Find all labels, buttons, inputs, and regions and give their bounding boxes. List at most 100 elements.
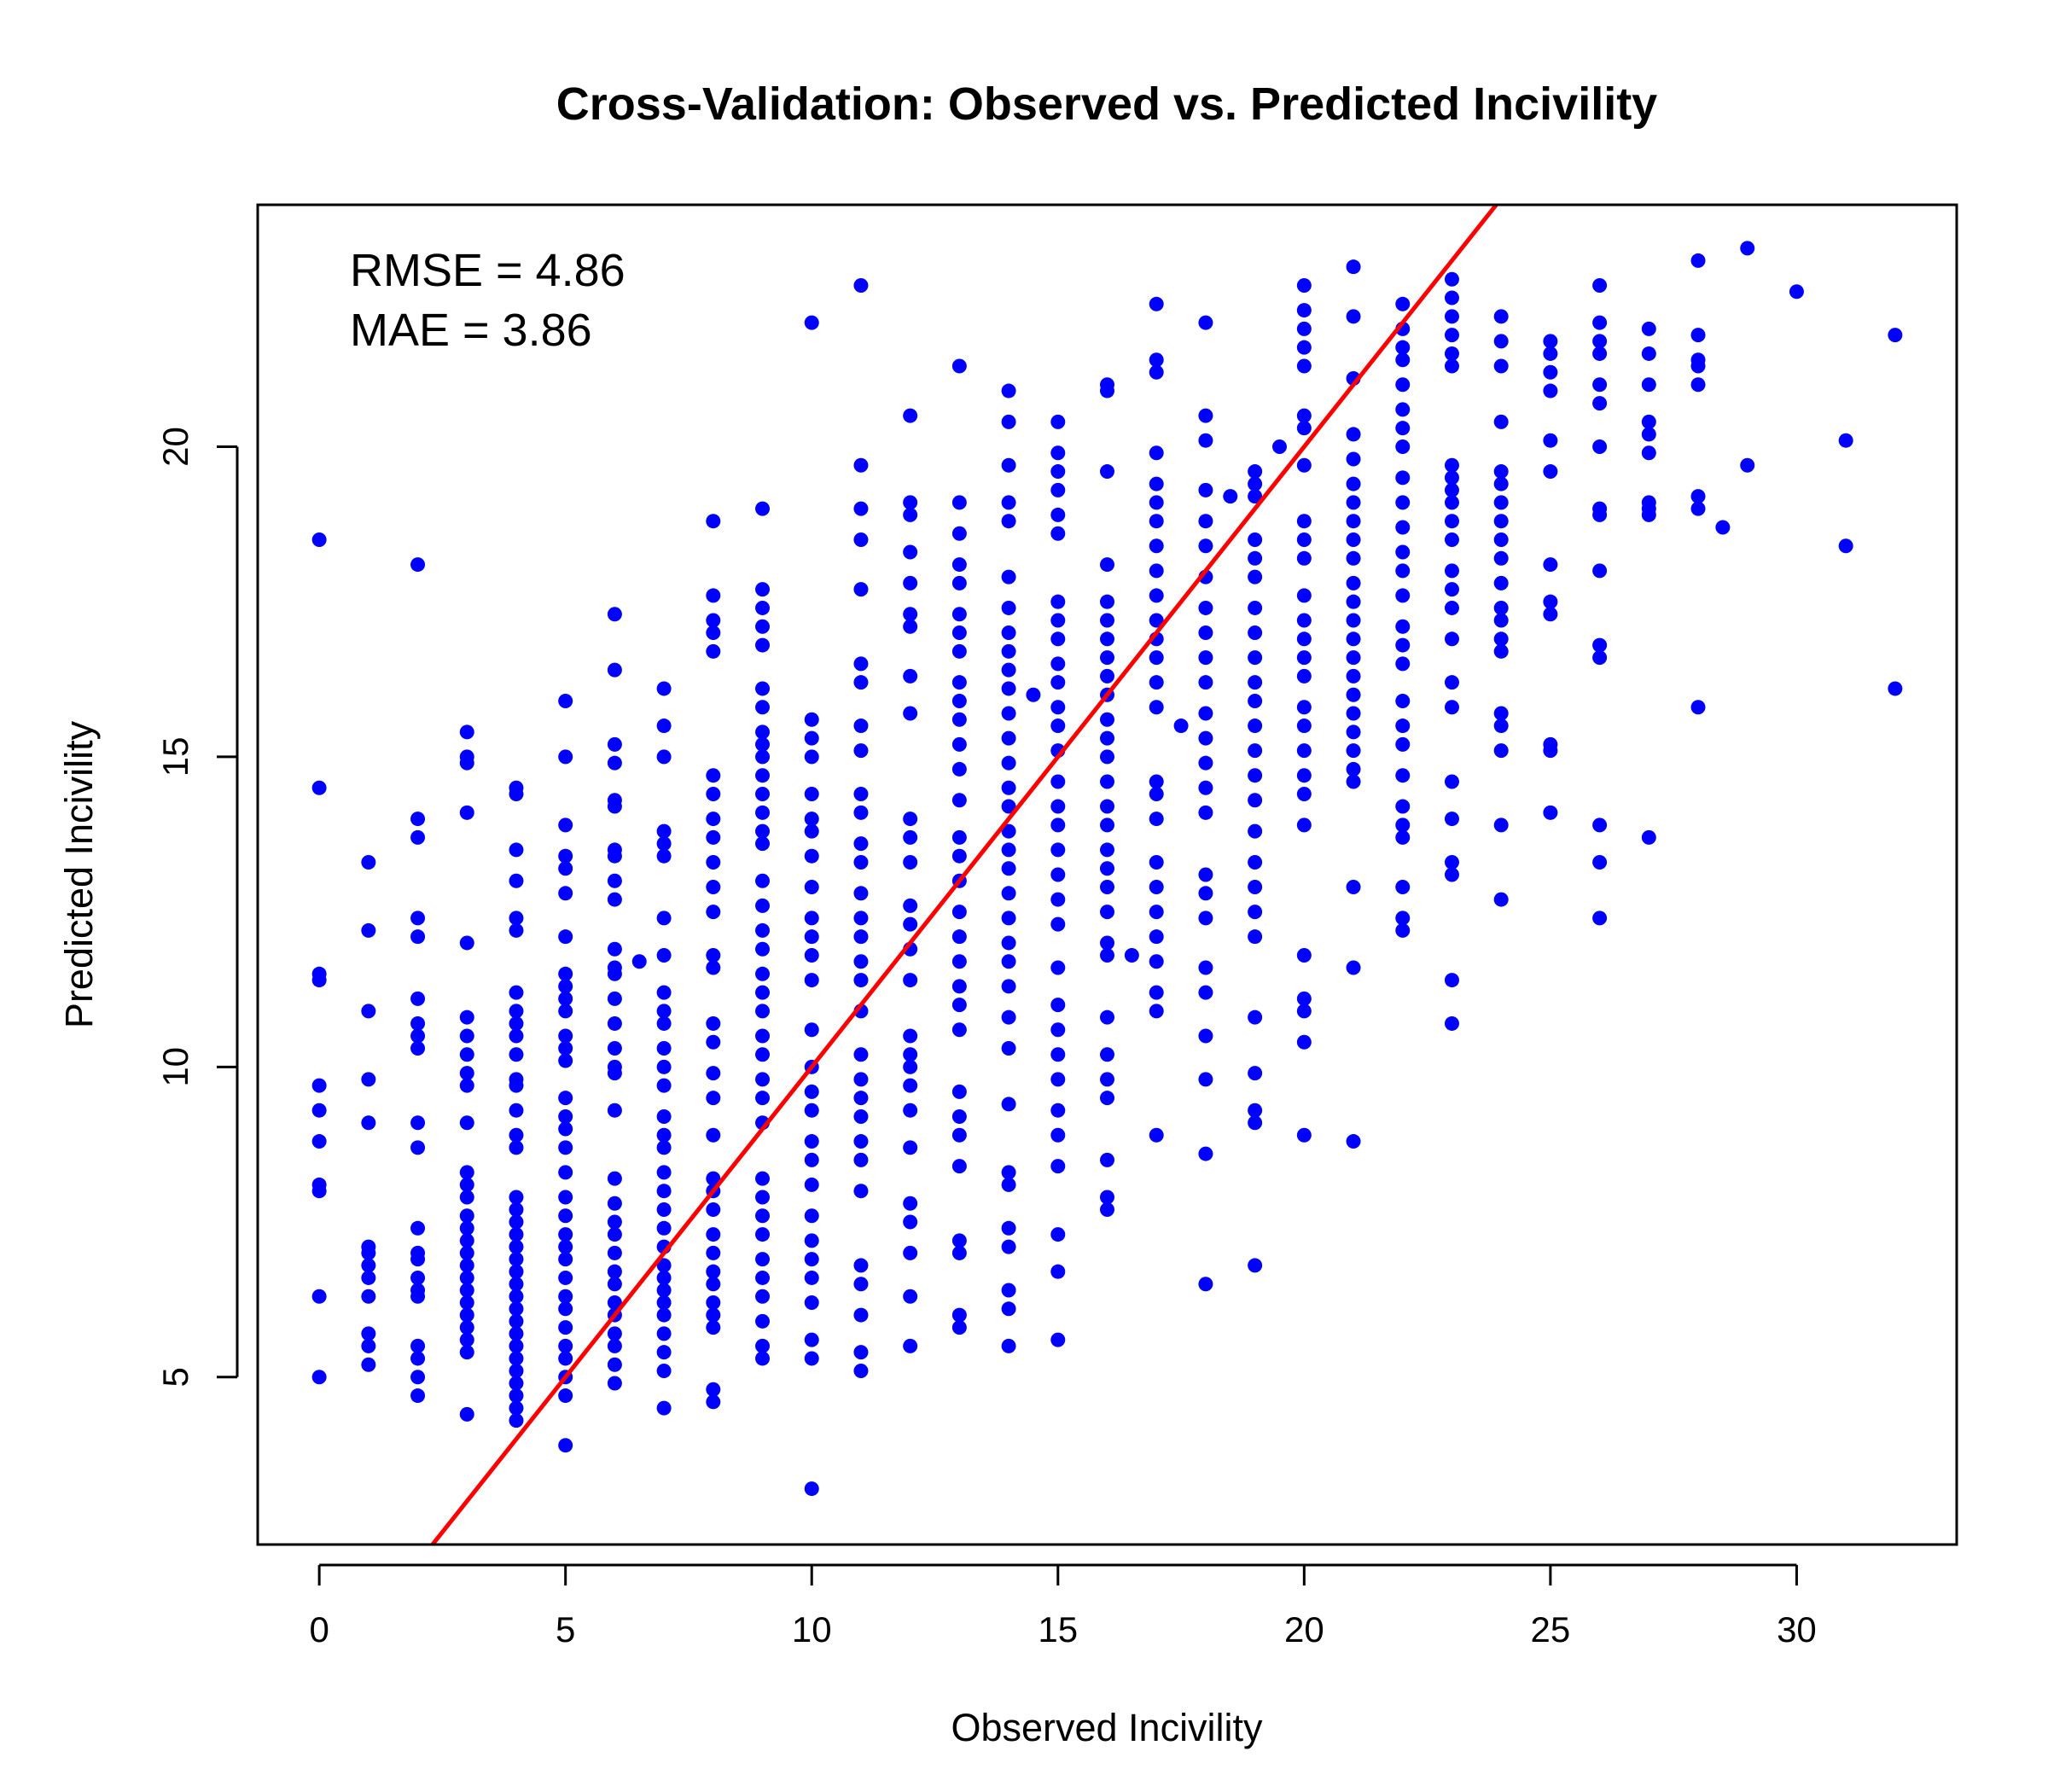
data-point [361, 1115, 376, 1131]
data-point [706, 1264, 721, 1279]
data-point [1198, 625, 1213, 641]
data-point [410, 557, 426, 573]
data-point [1001, 1301, 1016, 1317]
data-point [1149, 954, 1164, 969]
data-point [903, 1289, 918, 1304]
data-point [1493, 495, 1509, 510]
data-point [804, 929, 819, 945]
data-point [1395, 402, 1411, 417]
data-point [755, 1270, 771, 1285]
data-point [1493, 476, 1509, 492]
data-point [951, 829, 967, 845]
data-point [1149, 296, 1164, 311]
data-point [1543, 607, 1558, 622]
data-point [755, 898, 771, 913]
data-point [853, 1152, 869, 1167]
data-point [361, 1326, 376, 1341]
data-point [1001, 569, 1016, 585]
data-point [951, 1022, 967, 1038]
data-point [1346, 774, 1361, 789]
data-point [755, 787, 771, 802]
data-point [853, 1072, 869, 1087]
data-point [755, 873, 771, 888]
data-point [607, 1357, 622, 1372]
data-point [1346, 706, 1361, 721]
data-point [1001, 495, 1016, 510]
data-point [558, 991, 573, 1006]
data-point [706, 588, 721, 603]
data-point [1641, 445, 1656, 461]
data-point [1100, 730, 1114, 746]
data-point [1296, 631, 1312, 647]
data-point [706, 1202, 721, 1217]
data-point [1592, 911, 1608, 926]
data-point [1395, 829, 1411, 845]
data-point [951, 793, 967, 808]
data-point [706, 854, 721, 870]
data-point [459, 1009, 474, 1025]
data-point [1248, 1066, 1263, 1081]
data-point [1149, 650, 1164, 666]
data-point [1001, 457, 1016, 473]
data-point [1050, 867, 1066, 882]
x-axis: 0 5 10 15 20 25 30 [309, 1563, 1817, 1649]
data-point [558, 848, 573, 864]
data-point [706, 829, 721, 845]
data-point [558, 1053, 573, 1068]
data-point [1493, 706, 1509, 721]
data-point [1198, 650, 1213, 666]
data-point [459, 1270, 474, 1285]
data-point [1050, 1227, 1066, 1242]
data-point [1001, 706, 1016, 721]
data-point [509, 1140, 524, 1155]
data-point [903, 898, 918, 913]
data-point [459, 1190, 474, 1205]
data-point [1100, 712, 1114, 727]
data-point [1050, 799, 1066, 814]
data-point [1592, 315, 1608, 330]
data-point [1296, 277, 1312, 293]
data-point [1296, 588, 1312, 603]
data-point [459, 1208, 474, 1224]
rmse-annotation: RMSE = 4.86 [350, 245, 625, 296]
x-tick-label: 0 [309, 1609, 329, 1649]
data-point [1592, 507, 1608, 522]
data-point [853, 854, 869, 870]
data-point [1198, 867, 1213, 882]
data-point [755, 1190, 771, 1205]
data-point [1001, 1009, 1016, 1025]
data-point [1248, 675, 1263, 690]
data-point [1296, 668, 1312, 684]
data-point [1149, 812, 1164, 827]
data-point [1198, 408, 1213, 423]
data-point [656, 947, 672, 963]
data-point [951, 575, 967, 591]
data-point [1100, 1202, 1114, 1217]
data-point [804, 1481, 819, 1497]
data-point [1100, 947, 1114, 963]
data-point [1444, 346, 1459, 361]
data-point [1248, 1103, 1263, 1118]
data-point [1248, 569, 1263, 585]
y-tick-label: 10 [155, 1047, 195, 1087]
data-point [361, 922, 376, 938]
data-point [558, 1438, 573, 1453]
data-point [1149, 514, 1164, 529]
data-point [558, 979, 573, 994]
data-point [1001, 954, 1016, 969]
data-point [755, 749, 771, 765]
data-point [853, 457, 869, 473]
data-point [1346, 761, 1361, 777]
data-point [804, 1332, 819, 1347]
data-point [1444, 290, 1459, 305]
data-point [607, 1103, 622, 1118]
data-point [361, 1245, 376, 1260]
data-point [804, 973, 819, 988]
data-point [656, 1127, 672, 1143]
data-point [1050, 631, 1066, 647]
data-point [1050, 960, 1066, 975]
data-point [1198, 600, 1213, 615]
data-point [410, 1338, 426, 1353]
data-point [1100, 1152, 1114, 1167]
